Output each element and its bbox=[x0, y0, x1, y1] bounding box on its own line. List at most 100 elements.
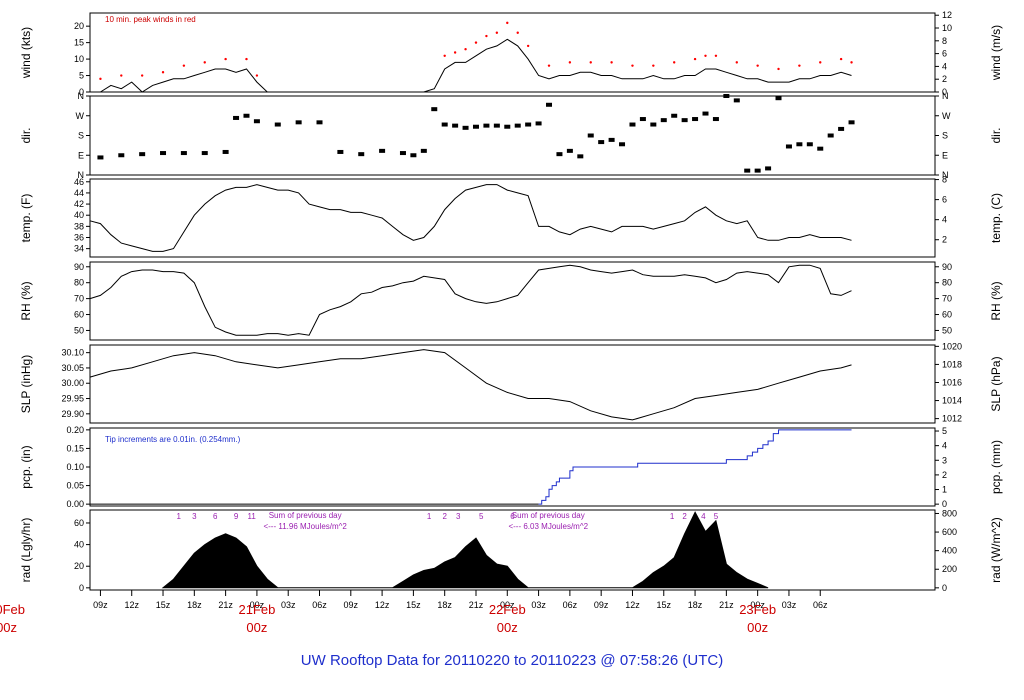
date-label: 23Feb bbox=[739, 602, 776, 617]
ylabel-left: wind (kts) bbox=[19, 27, 33, 79]
peak-wind-point bbox=[453, 51, 457, 54]
peak-wind-point bbox=[850, 61, 853, 64]
direction-point bbox=[399, 151, 406, 156]
right-tick-label: 4 bbox=[942, 61, 947, 71]
direction-point bbox=[619, 142, 626, 147]
peak-wind-point bbox=[652, 64, 655, 67]
panel-pcp bbox=[86, 427, 939, 507]
left-tick-label: 29.95 bbox=[61, 394, 84, 404]
right-tick-label: N bbox=[942, 170, 949, 180]
left-tick-label: S bbox=[78, 131, 84, 141]
peak-wind-point bbox=[756, 64, 759, 67]
date-label: 20Feb bbox=[0, 602, 25, 617]
time-tick-label: 15z bbox=[406, 600, 421, 610]
time-tick-label: 15z bbox=[657, 600, 672, 610]
direction-point bbox=[723, 94, 730, 98]
hour-marker: 3 bbox=[456, 512, 461, 521]
left-tick-label: 0 bbox=[79, 87, 84, 97]
direction-point bbox=[650, 122, 657, 127]
ylabel-left: SLP (inHg) bbox=[19, 355, 33, 413]
date-label: 21Feb bbox=[238, 602, 275, 617]
time-tick-label: 06z bbox=[563, 600, 578, 610]
direction-point bbox=[806, 142, 813, 147]
peak-wind-point bbox=[839, 57, 843, 61]
direction-point bbox=[274, 122, 281, 127]
peak-wind-point bbox=[140, 74, 144, 77]
peak-wind-point bbox=[203, 61, 206, 64]
right-tick-label: 2 bbox=[942, 470, 947, 480]
hour-marker: 2 bbox=[442, 512, 447, 521]
time-tick-label: 12z bbox=[124, 600, 139, 610]
peak-wind-point bbox=[610, 61, 613, 64]
left-tick-label: N bbox=[78, 170, 85, 180]
direction-point bbox=[660, 118, 667, 123]
direction-point bbox=[785, 144, 792, 149]
left-tick-label: E bbox=[78, 150, 84, 160]
peak-wind-point bbox=[693, 57, 697, 61]
right-tick-label: 70 bbox=[942, 294, 952, 304]
direction-point bbox=[608, 137, 615, 142]
direction-point bbox=[139, 152, 146, 157]
series-accumulated-precipitation bbox=[538, 429, 852, 505]
time-tick-label: 03z bbox=[281, 600, 296, 610]
right-tick-label: 0 bbox=[942, 499, 947, 509]
panel-slp bbox=[86, 344, 939, 424]
peak-wind-point bbox=[120, 74, 123, 77]
direction-point bbox=[702, 111, 709, 116]
peak-wind-annotation: 10 min. peak winds in red bbox=[105, 15, 196, 24]
left-tick-label: W bbox=[76, 111, 85, 121]
hour-marker: 3 bbox=[192, 512, 197, 521]
series-relative-humidity bbox=[89, 264, 852, 336]
date-time-label: 00z bbox=[497, 620, 518, 635]
right-tick-label: 200 bbox=[942, 564, 957, 574]
direction-point bbox=[566, 148, 573, 153]
ylabel-right: dir. bbox=[989, 127, 1003, 143]
peak-wind-point bbox=[704, 54, 707, 57]
direction-point bbox=[410, 153, 417, 158]
right-tick-label: 12 bbox=[942, 10, 952, 20]
direction-point bbox=[546, 102, 553, 107]
right-tick-label: E bbox=[942, 150, 948, 160]
hour-marker: 6 bbox=[213, 512, 218, 521]
right-tick-label: 3 bbox=[942, 455, 947, 465]
series-wind-speed bbox=[100, 38, 852, 93]
direction-point bbox=[160, 151, 167, 156]
date-time-label: 00z bbox=[246, 620, 267, 635]
right-tick-label: 0 bbox=[942, 87, 947, 97]
peak-wind-point bbox=[495, 31, 499, 34]
direction-point bbox=[493, 123, 500, 128]
direction-point bbox=[97, 155, 104, 160]
peak-wind-point bbox=[161, 71, 165, 74]
time-tick-label: 03z bbox=[782, 600, 797, 610]
direction-point bbox=[525, 122, 532, 127]
left-tick-label: 90 bbox=[74, 262, 84, 272]
left-tick-label: 40 bbox=[74, 210, 84, 220]
date-time-label: 00z bbox=[0, 620, 17, 635]
date-label: 22Feb bbox=[489, 602, 526, 617]
direction-point bbox=[243, 113, 250, 118]
radiation-summary-value: <--- 11.96 MJoules/m^2 bbox=[263, 522, 347, 531]
peak-wind-point bbox=[506, 21, 509, 25]
direction-point bbox=[295, 120, 302, 125]
time-tick-label: 03z bbox=[531, 600, 546, 610]
hour-marker: 1 bbox=[670, 512, 675, 521]
peak-wind-point bbox=[485, 34, 488, 38]
hour-marker: 1 bbox=[427, 512, 432, 521]
time-tick-label: 12z bbox=[625, 600, 640, 610]
left-tick-label: 5 bbox=[79, 71, 84, 81]
right-tick-label: 4 bbox=[942, 441, 947, 451]
peak-wind-point bbox=[568, 61, 572, 64]
peak-wind-point bbox=[516, 31, 519, 34]
right-tick-label: 1016 bbox=[942, 377, 962, 387]
ylabel-right: rad (W/m^2) bbox=[989, 517, 1003, 583]
ylabel-right: SLP (hPa) bbox=[989, 356, 1003, 411]
direction-point bbox=[337, 149, 344, 154]
panel-temp bbox=[86, 178, 939, 258]
right-tick-label: 1020 bbox=[942, 341, 962, 351]
time-tick-label: 21z bbox=[469, 600, 484, 610]
left-tick-label: 20 bbox=[74, 561, 84, 571]
left-tick-label: 30.10 bbox=[61, 348, 84, 358]
series-temperature bbox=[89, 184, 852, 252]
panel-frame bbox=[89, 95, 936, 176]
direction-point bbox=[379, 148, 386, 153]
